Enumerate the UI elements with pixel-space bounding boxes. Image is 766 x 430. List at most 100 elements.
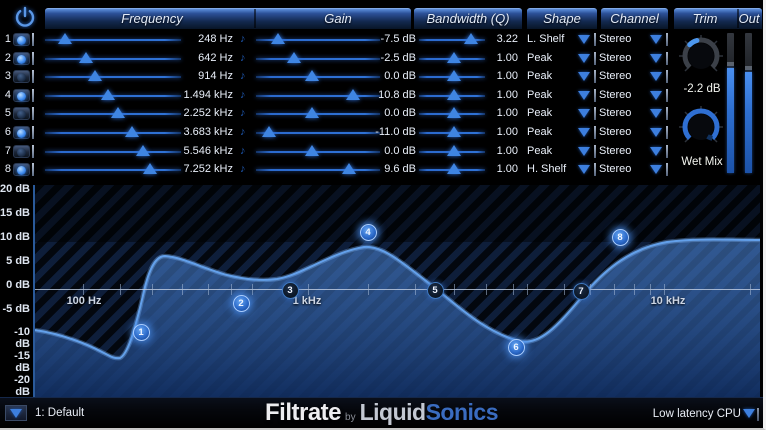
band-marker-7[interactable]: 7 — [572, 282, 590, 300]
channel-dropdown[interactable] — [648, 51, 668, 65]
shape-dropdown[interactable] — [576, 107, 596, 121]
slider-thumb[interactable] — [261, 126, 276, 137]
slider-thumb[interactable] — [346, 88, 361, 100]
slider-thumb[interactable] — [135, 144, 150, 156]
musical-note-icon[interactable]: ♪ — [240, 126, 246, 138]
shape-dropdown[interactable] — [576, 70, 596, 84]
bandwidth-slider[interactable] — [419, 31, 485, 48]
musical-note-icon[interactable]: ♪ — [240, 51, 246, 64]
frequency-slider[interactable] — [45, 124, 181, 141]
gain-slider[interactable] — [256, 68, 380, 85]
slider-thumb[interactable] — [446, 88, 461, 100]
bandwidth-slider[interactable] — [419, 50, 485, 67]
slider-thumb[interactable] — [58, 33, 73, 44]
gain-slider[interactable] — [256, 87, 380, 104]
band-marker-2[interactable]: 2 — [232, 294, 250, 312]
shape-dropdown[interactable] — [576, 126, 596, 139]
slider-thumb[interactable] — [271, 33, 286, 44]
column-header-bandwidth: Bandwidth (Q) — [426, 11, 510, 26]
bandwidth-slider[interactable] — [419, 143, 485, 160]
musical-note-icon[interactable]: ♪ — [240, 88, 246, 101]
slider-track — [256, 132, 380, 134]
gain-slider[interactable] — [256, 31, 380, 48]
slider-thumb[interactable] — [111, 107, 126, 119]
slider-thumb[interactable] — [446, 70, 461, 82]
gain-slider[interactable] — [256, 105, 380, 122]
band-enable-led[interactable] — [13, 51, 30, 65]
band-marker-3[interactable]: 3 — [281, 281, 299, 299]
slider-thumb[interactable] — [463, 33, 478, 44]
bandwidth-slider[interactable] — [419, 161, 485, 178]
frequency-slider[interactable] — [45, 68, 181, 85]
bandwidth-slider[interactable] — [419, 124, 485, 141]
slider-thumb[interactable] — [87, 70, 102, 82]
dropdown-arrow-icon — [578, 53, 590, 63]
band-enable-led[interactable] — [13, 70, 30, 84]
shape-dropdown[interactable] — [576, 88, 596, 102]
frequency-slider[interactable] — [45, 143, 181, 160]
band-enable-led[interactable] — [13, 163, 30, 177]
frequency-slider[interactable] — [45, 105, 181, 122]
bandwidth-slider[interactable] — [419, 87, 485, 104]
axis-tick — [564, 284, 565, 295]
band-enable-led[interactable] — [13, 107, 30, 121]
frequency-slider[interactable] — [45, 161, 181, 178]
dropdown-divider — [666, 70, 668, 84]
slider-thumb[interactable] — [287, 51, 302, 63]
slider-thumb[interactable] — [79, 51, 94, 63]
gain-slider[interactable] — [256, 124, 380, 141]
band-enable-led[interactable] — [13, 144, 30, 158]
trim-knob[interactable] — [677, 34, 725, 80]
shape-dropdown[interactable] — [576, 163, 596, 177]
musical-note-icon[interactable]: ♪ — [240, 70, 246, 83]
musical-note-icon[interactable]: ♪ — [240, 107, 246, 120]
channel-dropdown[interactable] — [648, 144, 668, 158]
frequency-slider[interactable] — [45, 31, 181, 48]
channel-dropdown[interactable] — [648, 163, 668, 177]
musical-note-icon[interactable]: ♪ — [240, 33, 246, 45]
slider-thumb[interactable] — [305, 144, 320, 156]
bandwidth-slider[interactable] — [419, 68, 485, 85]
slider-thumb[interactable] — [125, 126, 140, 137]
musical-note-icon[interactable]: ♪ — [240, 163, 246, 176]
slider-thumb[interactable] — [305, 70, 320, 82]
frequency-slider[interactable] — [45, 50, 181, 67]
musical-note-icon[interactable]: ♪ — [240, 144, 246, 157]
gain-slider[interactable] — [256, 143, 380, 160]
dropdown-divider — [594, 33, 596, 46]
slider-thumb[interactable] — [143, 163, 158, 175]
band-marker-4[interactable]: 4 — [359, 223, 377, 241]
gain-slider[interactable] — [256, 50, 380, 67]
shape-dropdown[interactable] — [576, 144, 596, 158]
slider-thumb[interactable] — [446, 51, 461, 63]
channel-dropdown[interactable] — [648, 126, 668, 139]
slider-thumb[interactable] — [446, 144, 461, 156]
band-marker-6[interactable]: 6 — [507, 338, 525, 356]
preset-dropdown[interactable] — [5, 405, 27, 421]
band-marker-1[interactable]: 1 — [132, 323, 150, 341]
shape-dropdown[interactable] — [576, 51, 596, 65]
slider-thumb[interactable] — [446, 126, 461, 137]
channel-dropdown[interactable] — [648, 88, 668, 102]
band-marker-5[interactable]: 5 — [426, 281, 444, 299]
channel-dropdown[interactable] — [648, 33, 668, 46]
band-enable-led[interactable] — [13, 126, 30, 139]
slider-thumb[interactable] — [446, 163, 461, 175]
slider-thumb[interactable] — [305, 107, 320, 119]
channel-dropdown[interactable] — [648, 70, 668, 84]
shape-dropdown[interactable] — [576, 33, 596, 46]
db-label: 15 dB — [0, 206, 30, 219]
band-marker-8[interactable]: 8 — [611, 228, 629, 246]
band-enable-led[interactable] — [13, 33, 30, 46]
frequency-slider[interactable] — [45, 87, 181, 104]
master-power-button[interactable] — [12, 5, 38, 29]
band-enable-led[interactable] — [13, 88, 30, 102]
slider-thumb[interactable] — [446, 107, 461, 119]
gain-slider[interactable] — [256, 161, 380, 178]
bandwidth-slider[interactable] — [419, 105, 485, 122]
slider-thumb[interactable] — [100, 88, 115, 100]
channel-dropdown[interactable] — [648, 107, 668, 121]
latency-dropdown[interactable] — [743, 408, 759, 421]
wet-mix-knob[interactable] — [677, 105, 725, 151]
slider-thumb[interactable] — [342, 163, 357, 175]
